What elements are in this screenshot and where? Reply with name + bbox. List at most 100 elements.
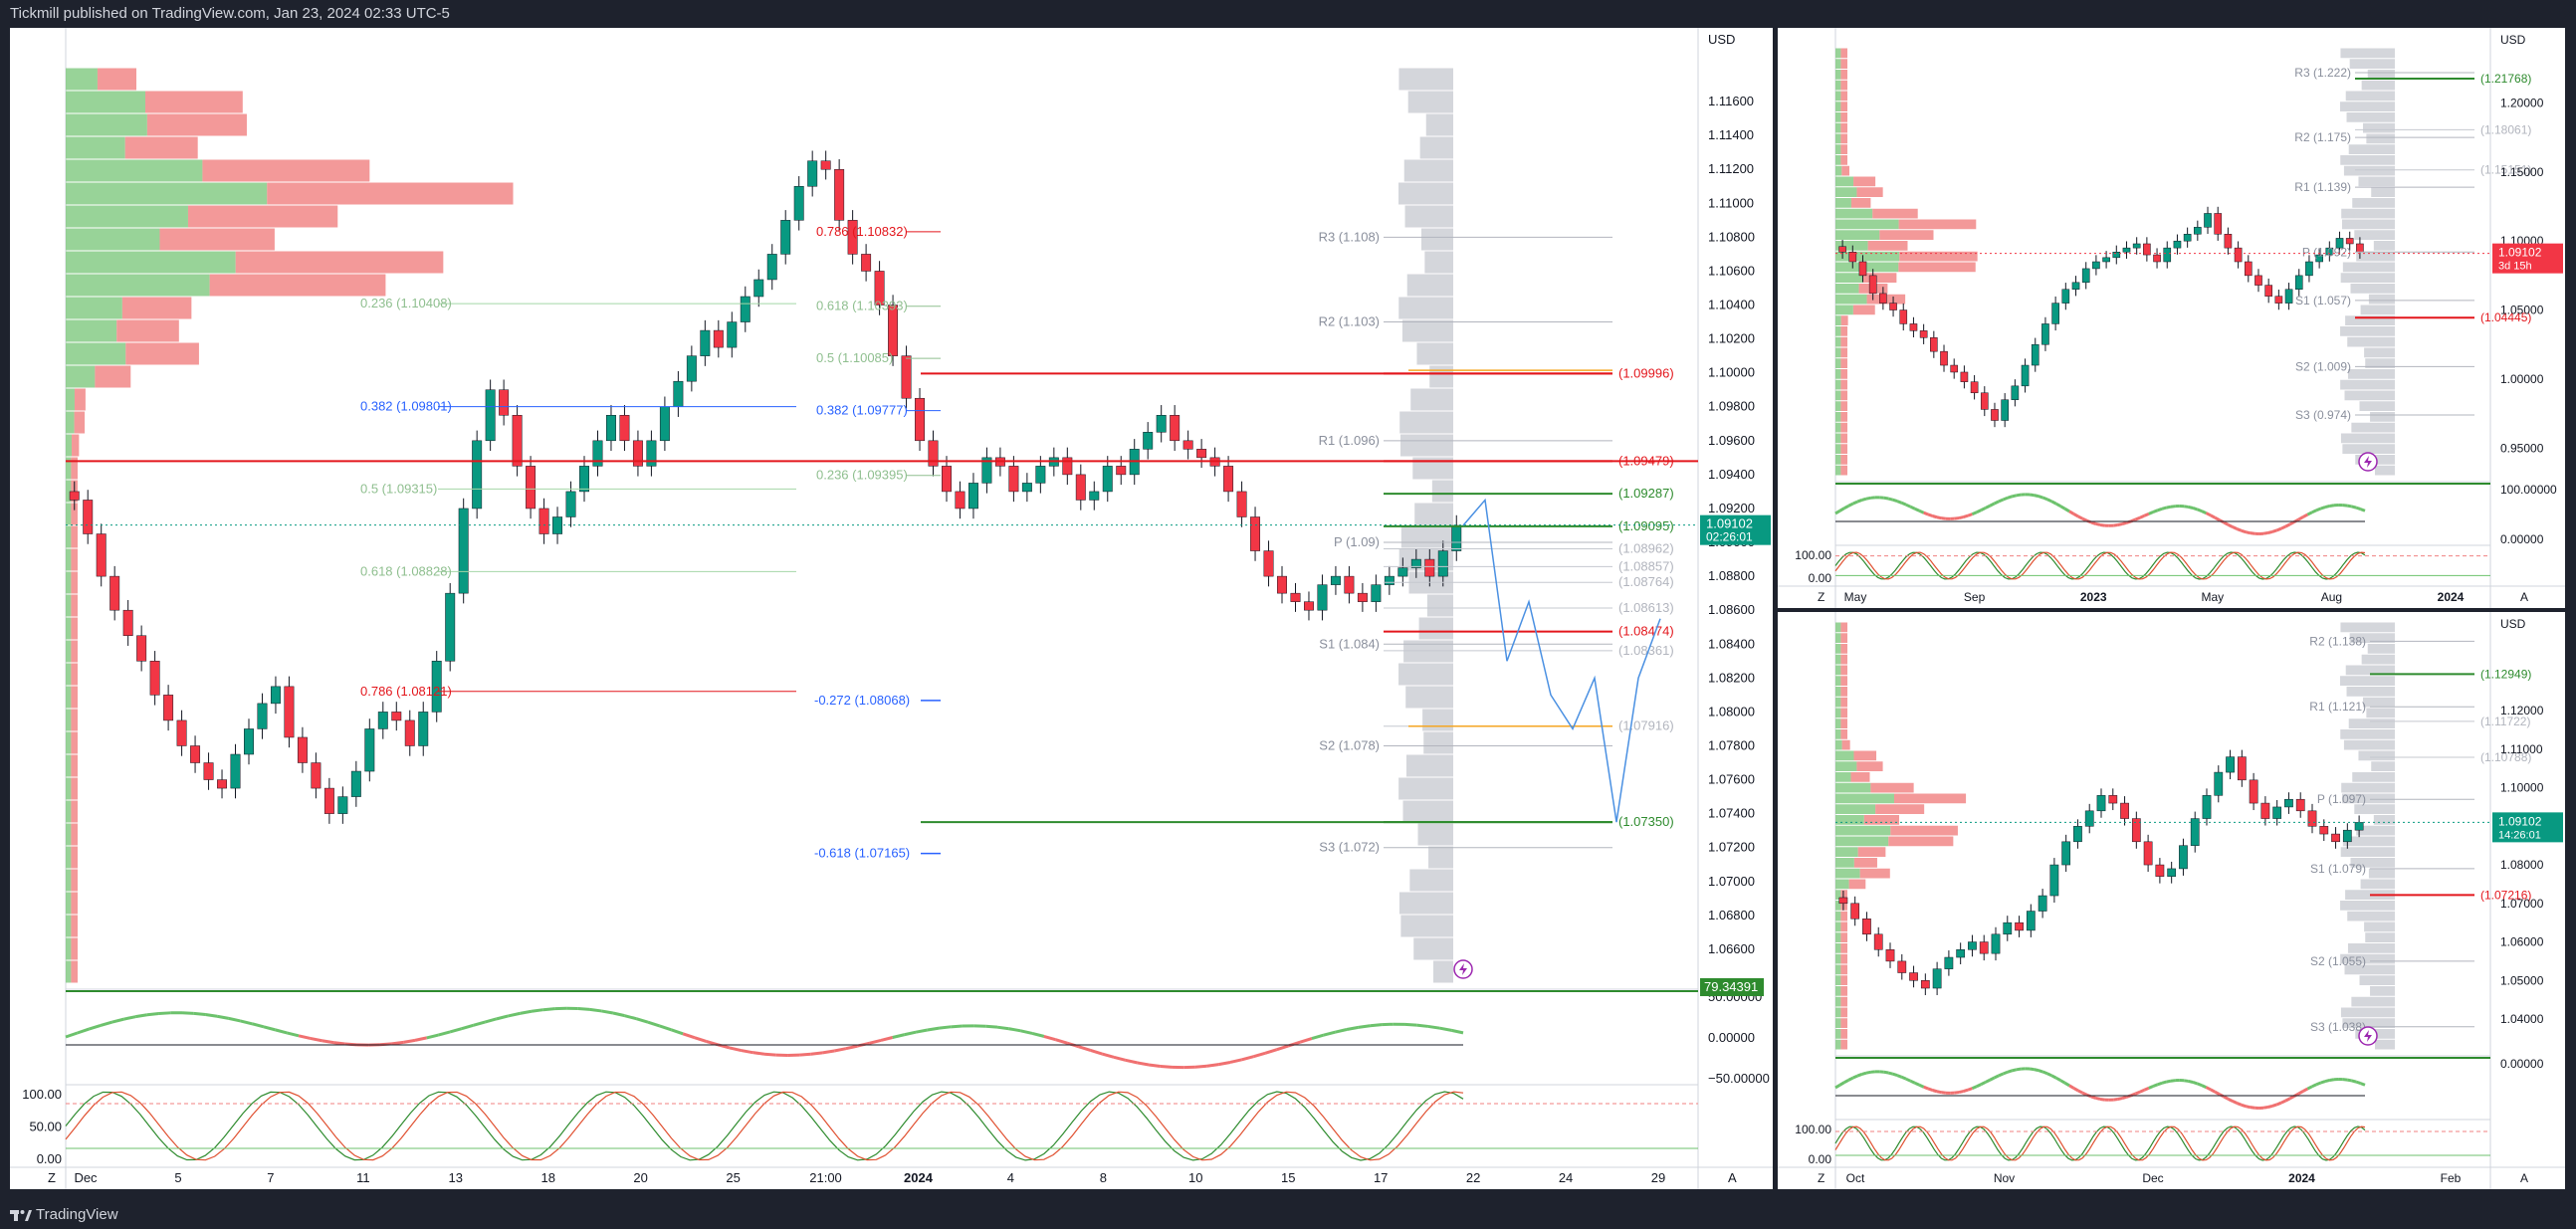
volume-bar-sell (71, 960, 78, 983)
volume-bar-gray (1398, 297, 1453, 319)
volume-bar-sell (1840, 1039, 1847, 1050)
weekly-chart[interactable]: R3 (1.222) R2 (1.175) R1 (1.139) P (1.092) S… (1778, 28, 2565, 608)
oscillator-segment (391, 1040, 404, 1046)
level-label: (1.07350) (1618, 814, 1674, 829)
candle-body (2294, 275, 2303, 290)
volume-bar-buy (1835, 1007, 1841, 1018)
oscillator-segment (1865, 1070, 1871, 1075)
candle-body (2143, 841, 2153, 866)
main-chart[interactable]: R3 (1.108) R2 (1.103) R1 (1.096) P (1.09) S1… (10, 28, 1773, 1189)
candle-body (2214, 213, 2223, 235)
oscillator-segment (1923, 1085, 1929, 1091)
time-tick-label: 22 (1466, 1170, 1480, 1185)
candles (1838, 206, 2364, 428)
volume-bar-gray (2370, 986, 2395, 996)
volume-bar-buy (66, 777, 72, 800)
oscillator-segment (2184, 1079, 2189, 1083)
tradingview-logo-icon[interactable] (10, 1207, 32, 1223)
oscillator-segment (298, 1034, 312, 1040)
oscillator-segment (2351, 505, 2357, 510)
level-label: S2 (1.055) (2310, 954, 2366, 968)
oscillator-segment (2095, 521, 2101, 526)
oscillator-segment (1834, 1084, 1841, 1090)
oscillator-segment (449, 1027, 463, 1034)
volume-bar-sell (1898, 262, 1976, 273)
volume-bar-buy (1835, 815, 1864, 825)
oscillator-segment (2148, 511, 2154, 515)
volume-bar-sell (1840, 964, 1847, 975)
oscillator-segment (2072, 1087, 2079, 1093)
volume-bar-sell (1888, 836, 1954, 847)
volume-bar-buy (1835, 868, 1860, 879)
oscillator-segment (1838, 507, 1845, 512)
volume-bar-gray (2365, 932, 2395, 942)
time-tick-label: Nov (1994, 1171, 2015, 1185)
oscillator-segment (1439, 1026, 1452, 1032)
volume-bar-gray (2362, 122, 2395, 133)
volume-bar-gray (2362, 697, 2395, 708)
level-label: (1.08857) (1618, 558, 1674, 573)
oscillator-segment (1900, 501, 1907, 507)
oscillator-segment (438, 1030, 451, 1037)
candle-body (1897, 960, 1907, 973)
volume-bar-gray (2351, 996, 2395, 1007)
currency-label: USD (2500, 617, 2526, 631)
oscillator-segment (1194, 1064, 1207, 1069)
oscillator-segment (2081, 516, 2088, 522)
candle-body (270, 686, 281, 705)
volume-bar-sell (146, 113, 247, 136)
volume-bar-sell (71, 503, 78, 525)
volume-bar-buy (1835, 890, 1841, 900)
daily-chart-pane[interactable]: R2 (1.138) R1 (1.121) P (1.097) S1 (1.079) S… (1778, 612, 2565, 1189)
volume-bar-sell (1840, 412, 1847, 422)
price-tick-label: 1.09800 (1708, 399, 1755, 414)
volume-bar-sell (1840, 133, 1847, 144)
main-chart-pane[interactable]: R3 (1.108) R2 (1.103) R1 (1.096) P (1.09) S1… (10, 28, 1773, 1189)
volume-bar-buy (1835, 379, 1841, 390)
volume-bar-sell (71, 869, 78, 892)
time-tick-label: 17 (1374, 1170, 1388, 1185)
oscillator-segment (2117, 522, 2123, 526)
oscillator-segment (2205, 1086, 2212, 1092)
volume-bar-sell (1840, 996, 1847, 1007)
volume-bar-gray (1412, 457, 1453, 480)
volume-bar-sell (71, 686, 78, 709)
candle-body (1384, 575, 1395, 585)
volume-bar-buy (66, 457, 72, 480)
volume-bar-buy (66, 571, 72, 594)
weekly-chart-pane[interactable]: R3 (1.222) R2 (1.175) R1 (1.139) P (1.092) S… (1778, 28, 2565, 608)
candle-body (1909, 323, 1918, 331)
volume-bar-sell (1840, 943, 1847, 953)
price-tick-label: 1.07000 (2500, 897, 2544, 911)
volume-bar-sell (121, 297, 192, 319)
volume-bar-buy (1835, 986, 1841, 996)
volume-bar-sell (95, 365, 131, 388)
volume-bar-gray (2340, 622, 2395, 633)
oscillator-segment (1963, 513, 1969, 518)
oscillator-segment (1370, 1023, 1383, 1028)
fib-label: 0.786 (1.08121) (360, 684, 452, 699)
volume-bar-gray (1422, 709, 1453, 731)
oscillator-segment (158, 1011, 171, 1015)
candle-body (499, 389, 510, 416)
oscillator-segment (939, 1025, 952, 1030)
volume-bar-buy (1835, 230, 1880, 240)
volume-bar-buy (1835, 825, 1891, 836)
volume-bar-gray (1418, 617, 1453, 640)
candle-body (1968, 941, 1977, 950)
volume-bar-buy (1835, 922, 1841, 932)
fib-label: 0.618 (1.08828) (360, 563, 452, 578)
candle-body (2001, 399, 2009, 421)
volume-bar-buy (1835, 782, 1871, 793)
volume-bar-sell (1840, 422, 1847, 433)
candle-body (2153, 254, 2161, 263)
candle-body (2249, 779, 2258, 804)
stoch-k-line (1834, 1126, 2366, 1161)
volume-bar-gray (2361, 654, 2395, 665)
oscillator-segment (2236, 527, 2243, 532)
time-tick-label: May (2201, 590, 2224, 604)
volume-bar-gray (2340, 102, 2395, 111)
daily-chart[interactable]: R2 (1.138) R1 (1.121) P (1.097) S1 (1.079) S… (1778, 612, 2565, 1189)
volume-bar-sell (1879, 230, 1934, 240)
oscillator-segment (2267, 1104, 2273, 1109)
